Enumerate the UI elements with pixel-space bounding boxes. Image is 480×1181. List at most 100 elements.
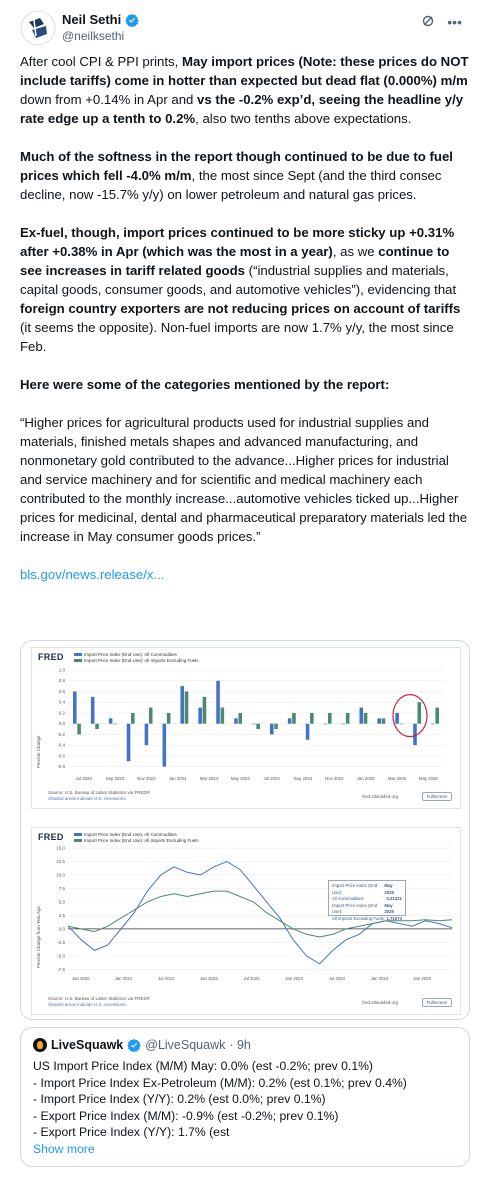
x-tick-label: Mar 2025 (388, 776, 407, 781)
bar (269, 723, 274, 735)
x-tick-label: Jan 2025 (413, 976, 431, 981)
bar (113, 723, 117, 725)
x-tick-label: Nov 2023 (137, 776, 156, 781)
bar (435, 707, 439, 724)
bar (180, 686, 185, 724)
x-tick-label: Nov 2024 (325, 776, 344, 781)
y-tick-label: -7.5 (57, 967, 65, 972)
tweet-paragraph-5: “Higher prices for agricultural products… (20, 415, 468, 544)
more-options-icon[interactable]: ••• (447, 14, 462, 30)
quoted-line: - Import Price Index (Y/Y): 0.2% (est 0.… (33, 1092, 326, 1106)
author-name[interactable]: Neil Sethi (62, 12, 122, 27)
chart-legend: Import Price Index (End Use): All Commod… (74, 832, 199, 844)
chart-source: Source: U.S. Bureau of Labor Statistics … (48, 996, 151, 1007)
y-tick-label: 15.0 (56, 846, 65, 851)
bar (184, 691, 189, 724)
bar (327, 712, 332, 724)
bar (287, 718, 292, 724)
y-tick-label: -0.8 (57, 764, 65, 769)
bar (345, 712, 350, 724)
bar (126, 723, 131, 762)
grok-icon[interactable] (421, 14, 435, 31)
avatar (33, 1038, 47, 1052)
x-tick-label: May 2025 (419, 776, 438, 781)
legend-entry: Import Price Index (End Use): All Commod… (74, 832, 199, 838)
bar (166, 712, 171, 724)
quoted-tweet[interactable]: LiveSquawk @LiveSquawk · 9h US Import Pr… (20, 1027, 470, 1167)
bar (216, 680, 220, 724)
verified-badge-icon (125, 13, 140, 27)
bar (77, 723, 81, 735)
fullscreen-button[interactable]: Fullscreen (422, 792, 452, 801)
tweet-header: Neil Sethi @neilksethi ••• (16, 8, 466, 48)
source-link[interactable]: bls.gov/news.release/x... (20, 567, 165, 582)
bar (234, 718, 238, 724)
fullscreen-button[interactable]: Fullscreen (422, 998, 452, 1007)
bar (220, 707, 225, 724)
bar (341, 723, 346, 725)
author-handle[interactable]: @neilksethi (62, 29, 125, 43)
fred-site[interactable]: fred.stlouisfed.org (362, 1000, 398, 1005)
quoted-tweet-header: LiveSquawk @LiveSquawk · 9h (33, 1038, 251, 1052)
quoted-timestamp: · 9h (229, 1038, 251, 1052)
x-tick-label: Jan 2022 (200, 976, 218, 981)
bar (381, 718, 386, 724)
fred-site[interactable]: fred.stlouisfed.org (362, 794, 398, 799)
x-tick-label: Jan 2020 (72, 976, 90, 981)
media-container[interactable]: FRED Import Price Index (End Use): All C… (20, 640, 470, 1020)
bar (292, 712, 296, 724)
bar (148, 707, 153, 724)
x-tick-label: Jul 2022 (243, 976, 260, 981)
quoted-line: - Export Price Index (M/M): -0.9% (est -… (33, 1108, 339, 1123)
bar (399, 723, 404, 725)
x-tick-label: Sep 2024 (294, 776, 313, 781)
bar (131, 712, 135, 724)
tweet-body: After cool CPI & PPI prints, May import … (20, 52, 470, 584)
chart-legend: Import Price Index (End Use): All Commod… (74, 652, 199, 664)
y-tick-label: 0.0 (59, 926, 66, 931)
tweet-paragraph-1: After cool CPI & PPI prints, May import … (20, 54, 469, 126)
bar (162, 723, 167, 767)
verified-badge-icon (127, 1038, 142, 1052)
bar (238, 712, 243, 724)
x-tick-label: Jul 2021 (158, 976, 175, 981)
legend-entry: Import Price Index (End Use): All Import… (74, 838, 199, 844)
y-tick-label: 5.0 (59, 899, 66, 904)
y-tick-label: 0.0 (59, 721, 66, 726)
bar (413, 723, 417, 746)
y-tick-label: 0.8 (59, 678, 66, 683)
legend-entry: Import Price Index (End Use): All Import… (74, 658, 199, 664)
y-tick-label: 1.0 (59, 668, 66, 673)
bar (256, 723, 260, 730)
y-tick-label: 0.4 (59, 700, 66, 705)
fred-logo: FRED (38, 652, 64, 662)
y-tick-label: 0.6 (59, 689, 66, 694)
show-more-link[interactable]: Show more (33, 1141, 95, 1156)
y-tick-label: 7.5 (59, 886, 66, 891)
bar (198, 707, 202, 724)
avatar[interactable] (20, 10, 56, 46)
bar (431, 723, 435, 725)
x-tick-label: May 2024 (231, 776, 250, 781)
fred-line-chart[interactable]: FRED Import Price Index (End Use): All C… (31, 827, 461, 1015)
bar (359, 707, 364, 724)
fred-bar-chart[interactable]: FRED Import Price Index (End Use): All C… (31, 647, 461, 809)
chart-source: Source: U.S. Bureau of Labor Statistics … (48, 790, 151, 801)
y-tick-label: 0.2 (59, 710, 66, 715)
bar (305, 723, 310, 740)
bar (417, 702, 422, 724)
x-tick-label: Jan 2025 (357, 776, 375, 781)
x-tick-label: Jan 2021 (115, 976, 133, 981)
quoted-author-handle: @LiveSquawk (145, 1038, 226, 1052)
bar (73, 691, 77, 724)
bar (202, 696, 207, 724)
x-tick-label: Jan 2023 (285, 976, 303, 981)
y-tick-label: -0.6 (57, 753, 65, 758)
quoted-tweet-body: US Import Price Index (M/M) May: 0.0% (e… (33, 1058, 458, 1157)
author-name-row[interactable]: Neil Sethi (62, 12, 140, 27)
bar (274, 723, 278, 730)
x-tick-label: Jul 2024 (264, 776, 281, 781)
x-tick-label: Jul 2023 (329, 976, 346, 981)
x-tick-label: Jan 2024 (169, 776, 187, 781)
quoted-author-name: LiveSquawk (51, 1038, 124, 1052)
